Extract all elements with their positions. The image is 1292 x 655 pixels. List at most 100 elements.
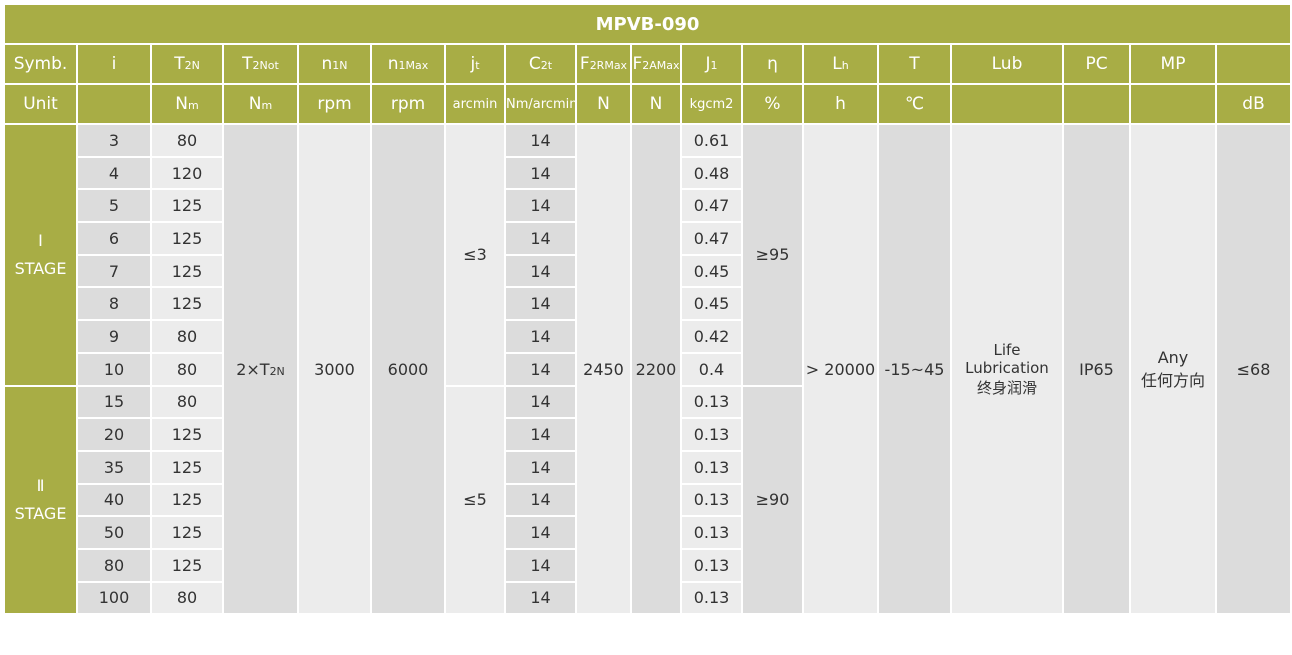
j1: 0.42 [693,326,730,346]
table-row: Ⅱ STAGE 15 80 ≤5 14 0.13 ≥90 [3,384,1291,616]
col-unit: % [764,94,781,114]
col-symbol: n [321,54,333,74]
f2r-cell: 2450 [575,122,632,616]
stage-numeral: Ⅱ [36,475,45,495]
header-col-symbol: J1 [680,43,743,85]
f2a: 2200 [635,359,677,379]
j1: 0.45 [693,294,730,314]
c2t-cell: 14 [504,384,577,420]
stage-label: STAGE [14,258,67,278]
c2t: 14 [530,523,551,543]
c2t-cell: 14 [504,547,577,583]
header-col-unit: h [802,83,879,125]
col-unit: N [175,94,188,114]
ratio-cell: 50 [76,515,152,550]
t2n-cell: 80 [150,319,224,354]
c2t: 14 [530,588,551,608]
c2t-cell: 14 [504,515,577,550]
table-row: Ⅰ STAGE 3 80 2×T2N 3000 6000 ≤3 14 2450 2200 0.61 ≥9… [3,122,1292,616]
pc-cell: IP65 [1062,122,1131,616]
col-symbol: F [632,54,643,74]
jt-cell: ≤5 [444,384,506,616]
header-symb: Symb. [3,43,78,85]
j1-cell: 0.13 [680,449,743,485]
j1: 0.13 [693,392,730,412]
header-col-unit: % [741,83,804,125]
stage-numeral: Ⅰ [38,230,43,250]
t2n-cell: 125 [150,482,224,518]
ratio-cell: 6 [76,221,152,256]
header-col-unit: Nm/arcmin [504,83,578,125]
t2n: 125 [171,425,203,445]
lub-cn: 终身润滑 [976,378,1037,397]
col-symbol: n [387,54,399,74]
ratio: 3 [108,130,120,150]
mp-en: Any [1157,347,1189,367]
col-unit: arcmin [452,96,498,112]
c2t-cell: 14 [504,417,577,452]
c2t-cell: 14 [504,482,577,518]
header-col-symbol: T2Not [222,43,299,85]
t2n-cell: 120 [150,155,224,191]
col-unit: h [835,94,846,114]
t2n: 80 [176,326,198,346]
lub-line2: Lubrication [965,358,1049,377]
header-unit: Unit [3,83,78,125]
db: ≤68 [1236,359,1271,379]
header-col-symbol: n1N [297,43,372,85]
t2not-cell: 2×T2N [222,122,299,616]
col-unit: rpm [390,94,426,114]
t2n: 125 [171,523,203,543]
j1: 0.4 [698,359,725,379]
mp-cn: 任何方向 [1140,370,1205,390]
t2n: 125 [171,261,203,281]
ratio: 15 [103,392,125,412]
table-row: 8 125 14 0.45 [4,286,1291,322]
col-symbol-sub: 2Not [252,59,279,72]
unit-label: Unit [23,94,58,114]
header-col-unit [1062,83,1131,125]
table-row: 9 80 14 0.42 [4,319,1291,354]
ratio: 100 [98,588,130,608]
t2n-cell: 125 [150,417,224,452]
col-unit: ℃ [904,94,925,114]
j1: 0.13 [693,490,730,510]
col-unit: Nm/arcmin [506,96,578,112]
t2n-cell: 125 [150,286,224,322]
col-symbol-sub: 2N [184,59,200,72]
j1: 0.61 [693,130,730,150]
j1-cell: 0.13 [680,547,743,583]
col-symbol: T [909,54,920,74]
col-symbol: T [242,54,253,74]
col-symbol: MP [1160,54,1186,74]
spec-table: MPVB-090 Symb. i T2N T2Not n1N n1Max jt C2t F2RM… [2,3,1292,616]
table-row: 20 125 14 0.13 [4,417,1291,452]
header-col-symbol: T2N [150,43,224,85]
j1: 0.47 [693,228,730,248]
t2n: 125 [171,490,203,510]
header-col-unit: arcmin [444,83,506,125]
t2not: 2×T [236,359,270,379]
header-col-unit: N [630,83,682,125]
c2t: 14 [530,261,551,281]
j1-cell: 0.45 [680,253,743,289]
ratio-cell: 3 [76,123,152,158]
j1-cell: 0.48 [680,155,743,191]
table-row: 6 125 14 0.47 [4,221,1291,256]
c2t: 14 [530,130,551,150]
c2t-cell: 14 [504,253,577,289]
c2t-cell: 14 [504,221,577,256]
lub-cell: Life Lubrication 终身润滑 [950,122,1064,616]
t2n: 80 [176,359,198,379]
db-cell: ≤68 [1214,122,1292,616]
jt-cell: ≤3 [444,123,506,387]
j1: 0.13 [693,588,730,608]
f2a-cell: 2200 [630,122,682,616]
col-symbol: j [470,54,476,74]
ratio-cell: 4 [76,155,152,191]
c2t: 14 [530,294,551,314]
j1-cell: 0.13 [680,482,743,518]
j1-cell: 0.13 [680,417,743,452]
j1-cell: 0.45 [680,286,743,322]
c2t: 14 [530,425,551,445]
